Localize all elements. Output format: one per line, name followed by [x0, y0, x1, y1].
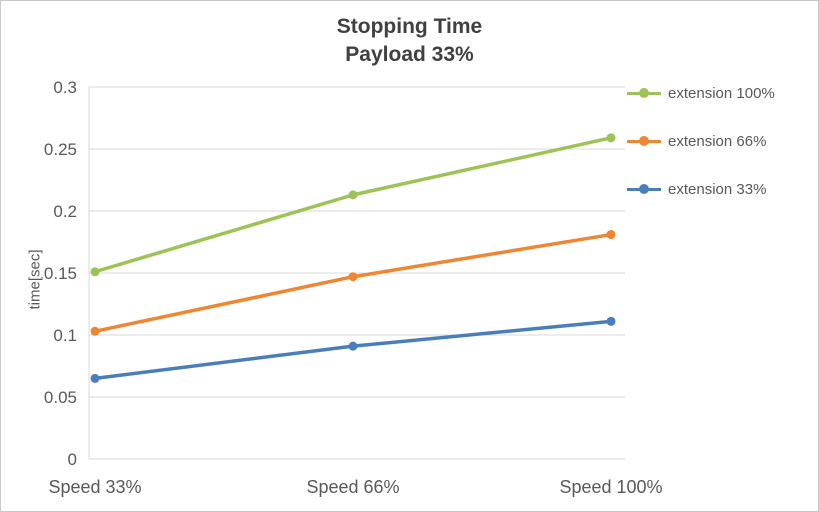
series-marker: [606, 230, 616, 240]
legend-label: extension 33%: [668, 180, 767, 198]
legend-swatch-extension-100-icon: [627, 88, 661, 98]
series-marker: [606, 316, 616, 326]
y-tick-label: 0.1: [53, 326, 77, 345]
y-tick-label: 0: [68, 450, 77, 469]
series-marker: [90, 326, 100, 336]
series-marker: [90, 373, 100, 383]
series-marker: [90, 267, 100, 277]
legend-item-extension-66: extension 66%: [627, 129, 775, 153]
chart-title-line1: Stopping Time: [336, 15, 483, 38]
legend-item-extension-33: extension 33%: [627, 177, 775, 201]
y-tick-label: 0.2: [53, 202, 77, 221]
series-line: [93, 136, 613, 274]
series-marker: [348, 272, 358, 282]
legend-label: extension 100%: [668, 84, 775, 102]
legend-item-extension-100: extension 100%: [627, 81, 775, 105]
chart-title: Stopping Time Payload 33%: [1, 13, 818, 70]
y-tick-label: 0.05: [44, 388, 77, 407]
chart-legend: extension 100% extension 66% extension 3…: [627, 81, 775, 201]
series-marker: [606, 133, 616, 143]
y-tick-label: 0.3: [53, 78, 77, 97]
y-tick-label: 0.25: [44, 140, 77, 159]
chart-title-line2: Payload 33%: [345, 43, 474, 67]
legend-swatch-extension-33-icon: [627, 184, 661, 194]
series-marker: [348, 341, 358, 351]
y-tick-label: 0.15: [44, 264, 77, 283]
series-marker: [348, 190, 358, 200]
x-tick-label: Speed 66%: [306, 477, 399, 497]
legend-label: extension 66%: [668, 132, 767, 150]
x-tick-label: Speed 100%: [559, 477, 662, 497]
legend-swatch-extension-66-icon: [627, 136, 661, 146]
x-tick-label: Speed 33%: [48, 477, 141, 497]
